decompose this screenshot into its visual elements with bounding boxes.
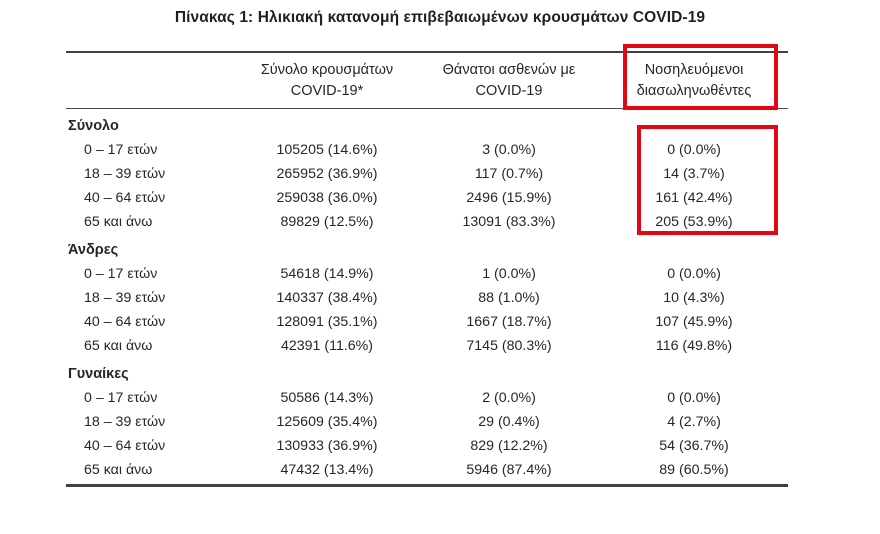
age-group-label: 0 – 17 ετών: [84, 266, 158, 282]
deaths-value: 829 (12.2%): [470, 438, 548, 454]
table-header-row: Σύνολο κρουσμάτων COVID-19* Θάνατοι ασθε…: [66, 53, 788, 109]
deaths-value: 3 (0.0%): [482, 142, 536, 158]
age-group-label: 40 – 64 ετών: [84, 190, 166, 206]
intubated-value: 0 (0.0%): [667, 390, 721, 406]
intubated-value: 0 (0.0%): [667, 266, 721, 282]
deaths-value: 1 (0.0%): [482, 266, 536, 282]
age-group-label: 40 – 64 ετών: [84, 314, 166, 330]
header-total-cases: Σύνολο κρουσμάτων COVID-19*: [236, 60, 418, 102]
header-intubated-line1: Νοσηλευόμενοι: [644, 62, 744, 78]
table-row: 40 – 64 ετών 130933 (36.9%) 829 (12.2%) 54 …: [66, 434, 788, 458]
table-row: 18 – 39 ετών 125609 (35.4%) 29 (0.4%) 4 (2.…: [66, 410, 788, 434]
header-total-cases-line2: COVID-19*: [290, 83, 364, 99]
cases-value: 130933 (36.9%): [276, 438, 378, 454]
cases-value: 54618 (14.9%): [280, 266, 374, 282]
deaths-value: 13091 (83.3%): [462, 214, 556, 230]
table-body: Σύνολο 0 – 17 ετών 105205 (14.6%) 3 (0.0%) 0…: [66, 109, 788, 484]
header-deaths: Θάνατοι ασθενών με COVID-19: [418, 60, 600, 102]
header-deaths-line2: COVID-19: [475, 83, 543, 99]
header-intubated-line2: διασωληνωθέντες: [636, 83, 752, 99]
age-group-label: 65 και άνω: [84, 214, 153, 230]
age-group-label: 18 – 39 ετών: [84, 414, 166, 430]
intubated-value: 4 (2.7%): [667, 414, 721, 430]
cases-value: 140337 (38.4%): [276, 290, 378, 306]
deaths-value: 117 (0.7%): [474, 166, 544, 182]
header-intubated: Νοσηλευόμενοι διασωληνωθέντες: [600, 60, 788, 102]
table-row: 40 – 64 ετών 259038 (36.0%) 2496 (15.9%) 16…: [66, 186, 788, 210]
table-row: 65 και άνω 42391 (11.6%) 7145 (80.3%) 116 (…: [66, 334, 788, 358]
section-header-row: Σύνολο: [66, 114, 788, 138]
header-deaths-line1: Θάνατοι ασθενών με: [442, 62, 576, 78]
section-label: Άνδρες: [68, 242, 119, 258]
deaths-value: 7145 (80.3%): [466, 338, 552, 354]
intubated-value: 54 (36.7%): [659, 438, 729, 454]
age-group-label: 18 – 39 ετών: [84, 290, 166, 306]
age-group-label: 0 – 17 ετών: [84, 390, 158, 406]
table-title: Πίνακας 1: Ηλικιακή κατανομή επιβεβαιωμέ…: [174, 9, 706, 26]
intubated-value: 107 (45.9%): [655, 314, 733, 330]
age-group-label: 0 – 17 ετών: [84, 142, 158, 158]
cases-value: 105205 (14.6%): [276, 142, 378, 158]
deaths-value: 88 (1.0%): [478, 290, 540, 306]
deaths-value: 5946 (87.4%): [466, 462, 552, 478]
age-group-label: 65 και άνω: [84, 338, 153, 354]
section-label: Σύνολο: [68, 118, 119, 134]
cases-value: 50586 (14.3%): [280, 390, 374, 406]
cases-value: 265952 (36.9%): [276, 166, 378, 182]
deaths-value: 29 (0.4%): [478, 414, 540, 430]
section-header-row: Άνδρες: [66, 238, 788, 262]
intubated-value: 0 (0.0%): [667, 142, 721, 158]
table-row: 0 – 17 ετών 105205 (14.6%) 3 (0.0%) 0 (0.0%…: [66, 138, 788, 162]
age-group-label: 65 και άνω: [84, 462, 153, 478]
intubated-value: 89 (60.5%): [659, 462, 729, 478]
table-row: 40 – 64 ετών 128091 (35.1%) 1667 (18.7%) 10…: [66, 310, 788, 334]
cases-value: 42391 (11.6%): [280, 338, 374, 354]
intubated-value: 205 (53.9%): [655, 214, 733, 230]
deaths-value: 2496 (15.9%): [466, 190, 552, 206]
age-group-label: 40 – 64 ετών: [84, 438, 166, 454]
table-row: 18 – 39 ετών 265952 (36.9%) 117 (0.7%) 14 (…: [66, 162, 788, 186]
table-row: 0 – 17 ετών 54618 (14.9%) 1 (0.0%) 0 (0.0%): [66, 262, 788, 286]
cases-value: 259038 (36.0%): [276, 190, 378, 206]
cases-value: 47432 (13.4%): [280, 462, 374, 478]
deaths-value: 2 (0.0%): [482, 390, 536, 406]
intubated-value: 116 (49.8%): [655, 338, 733, 354]
section-header-row: Γυναίκες: [66, 362, 788, 386]
table-row: 18 – 39 ετών 140337 (38.4%) 88 (1.0%) 10 (4…: [66, 286, 788, 310]
age-group-label: 18 – 39 ετών: [84, 166, 166, 182]
cases-value: 128091 (35.1%): [276, 314, 378, 330]
table-row: 65 και άνω 47432 (13.4%) 5946 (87.4%) 89 (6…: [66, 458, 788, 482]
intubated-value: 14 (3.7%): [663, 166, 725, 182]
cases-value: 89829 (12.5%): [280, 214, 374, 230]
table-row: 65 και άνω 89829 (12.5%) 13091 (83.3%) 205 …: [66, 210, 788, 234]
table-row: 0 – 17 ετών 50586 (14.3%) 2 (0.0%) 0 (0.0%): [66, 386, 788, 410]
section-label: Γυναίκες: [68, 366, 129, 382]
header-total-cases-line1: Σύνολο κρουσμάτων: [260, 62, 394, 78]
covid-age-table: Σύνολο κρουσμάτων COVID-19* Θάνατοι ασθε…: [66, 51, 788, 487]
cases-value: 125609 (35.4%): [276, 414, 378, 430]
intubated-value: 161 (42.4%): [655, 190, 733, 206]
deaths-value: 1667 (18.7%): [466, 314, 552, 330]
intubated-value: 10 (4.3%): [663, 290, 725, 306]
